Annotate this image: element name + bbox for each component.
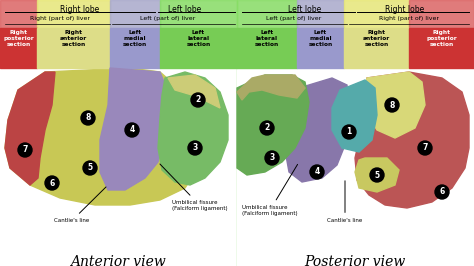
Text: Right
posterior
section: Right posterior section bbox=[3, 30, 34, 47]
Bar bbox=[0, 68, 237, 266]
Circle shape bbox=[83, 161, 97, 175]
Polygon shape bbox=[355, 158, 399, 192]
Text: 8: 8 bbox=[389, 101, 395, 110]
Text: Right (part of) liver: Right (part of) liver bbox=[379, 16, 439, 21]
Circle shape bbox=[310, 165, 324, 179]
Polygon shape bbox=[237, 75, 305, 100]
Circle shape bbox=[191, 93, 205, 107]
Text: 4: 4 bbox=[129, 126, 135, 135]
Circle shape bbox=[81, 111, 95, 125]
Circle shape bbox=[188, 141, 202, 155]
Circle shape bbox=[265, 151, 279, 165]
Text: 8: 8 bbox=[85, 114, 91, 123]
Text: 7: 7 bbox=[22, 146, 27, 155]
Circle shape bbox=[125, 123, 139, 137]
Text: Left (part of) liver: Left (part of) liver bbox=[266, 16, 322, 21]
Text: 6: 6 bbox=[439, 188, 445, 197]
Text: Left (part of) liver: Left (part of) liver bbox=[140, 16, 196, 21]
Polygon shape bbox=[285, 78, 349, 182]
Circle shape bbox=[418, 141, 432, 155]
Text: 2: 2 bbox=[264, 123, 270, 132]
Bar bbox=[237, 0, 297, 266]
Text: Left
lateral
section: Left lateral section bbox=[186, 30, 210, 47]
Bar bbox=[344, 28, 409, 68]
Circle shape bbox=[45, 176, 59, 190]
Text: Posterior view: Posterior view bbox=[304, 255, 406, 266]
Text: Anterior view: Anterior view bbox=[70, 255, 166, 266]
Text: 5: 5 bbox=[374, 171, 380, 180]
Text: Right lobe: Right lobe bbox=[385, 5, 425, 14]
Bar bbox=[409, 0, 474, 266]
Text: 4: 4 bbox=[314, 168, 319, 177]
Text: Right lobe: Right lobe bbox=[60, 5, 100, 14]
Text: Left
medial
section: Left medial section bbox=[123, 30, 147, 47]
Bar bbox=[110, 28, 160, 68]
Text: Umbilical fissure
(Falciform ligament): Umbilical fissure (Falciform ligament) bbox=[242, 164, 298, 216]
Polygon shape bbox=[168, 75, 220, 108]
Text: Left
lateral
section: Left lateral section bbox=[255, 30, 279, 47]
Text: Left lobe: Left lobe bbox=[288, 5, 322, 14]
Text: Right
anterior
section: Right anterior section bbox=[363, 30, 390, 47]
Circle shape bbox=[18, 143, 32, 157]
Bar bbox=[37, 0, 110, 266]
Bar bbox=[0, 28, 37, 68]
Polygon shape bbox=[355, 72, 469, 208]
Text: 5: 5 bbox=[87, 164, 92, 172]
Text: 3: 3 bbox=[192, 143, 198, 152]
Text: 1: 1 bbox=[346, 127, 352, 136]
Circle shape bbox=[342, 125, 356, 139]
Text: Cantlie's line: Cantlie's line bbox=[328, 181, 363, 223]
Text: 2: 2 bbox=[195, 95, 201, 105]
Bar bbox=[37, 28, 110, 68]
Bar bbox=[160, 0, 237, 266]
Bar bbox=[344, 0, 409, 266]
Circle shape bbox=[370, 168, 384, 182]
Polygon shape bbox=[365, 72, 425, 138]
Text: Right
anterior
section: Right anterior section bbox=[60, 30, 87, 47]
Polygon shape bbox=[100, 68, 168, 190]
Bar bbox=[297, 28, 344, 68]
Bar bbox=[110, 0, 160, 266]
Text: Umbilical fissure
(Falciform ligament): Umbilical fissure (Falciform ligament) bbox=[160, 164, 228, 211]
Circle shape bbox=[435, 185, 449, 199]
Bar bbox=[237, 68, 474, 266]
Text: Cantlie's line: Cantlie's line bbox=[55, 187, 106, 223]
Circle shape bbox=[385, 98, 399, 112]
Bar bbox=[297, 0, 344, 266]
Text: 7: 7 bbox=[422, 143, 428, 152]
Bar bbox=[409, 28, 474, 68]
Text: 3: 3 bbox=[269, 153, 274, 163]
Polygon shape bbox=[5, 68, 205, 205]
Text: 6: 6 bbox=[49, 178, 55, 188]
Polygon shape bbox=[158, 72, 228, 185]
Bar bbox=[160, 28, 237, 68]
Polygon shape bbox=[5, 72, 55, 185]
Bar bbox=[237, 28, 297, 68]
Text: Left lobe: Left lobe bbox=[168, 5, 201, 14]
Text: Right
posterior
section: Right posterior section bbox=[426, 30, 457, 47]
Bar bbox=[0, 0, 37, 266]
Circle shape bbox=[260, 121, 274, 135]
Polygon shape bbox=[332, 80, 377, 152]
Polygon shape bbox=[237, 75, 309, 175]
Text: Right (part of) liver: Right (part of) liver bbox=[30, 16, 90, 21]
Text: Left
medial
section: Left medial section bbox=[309, 30, 333, 47]
